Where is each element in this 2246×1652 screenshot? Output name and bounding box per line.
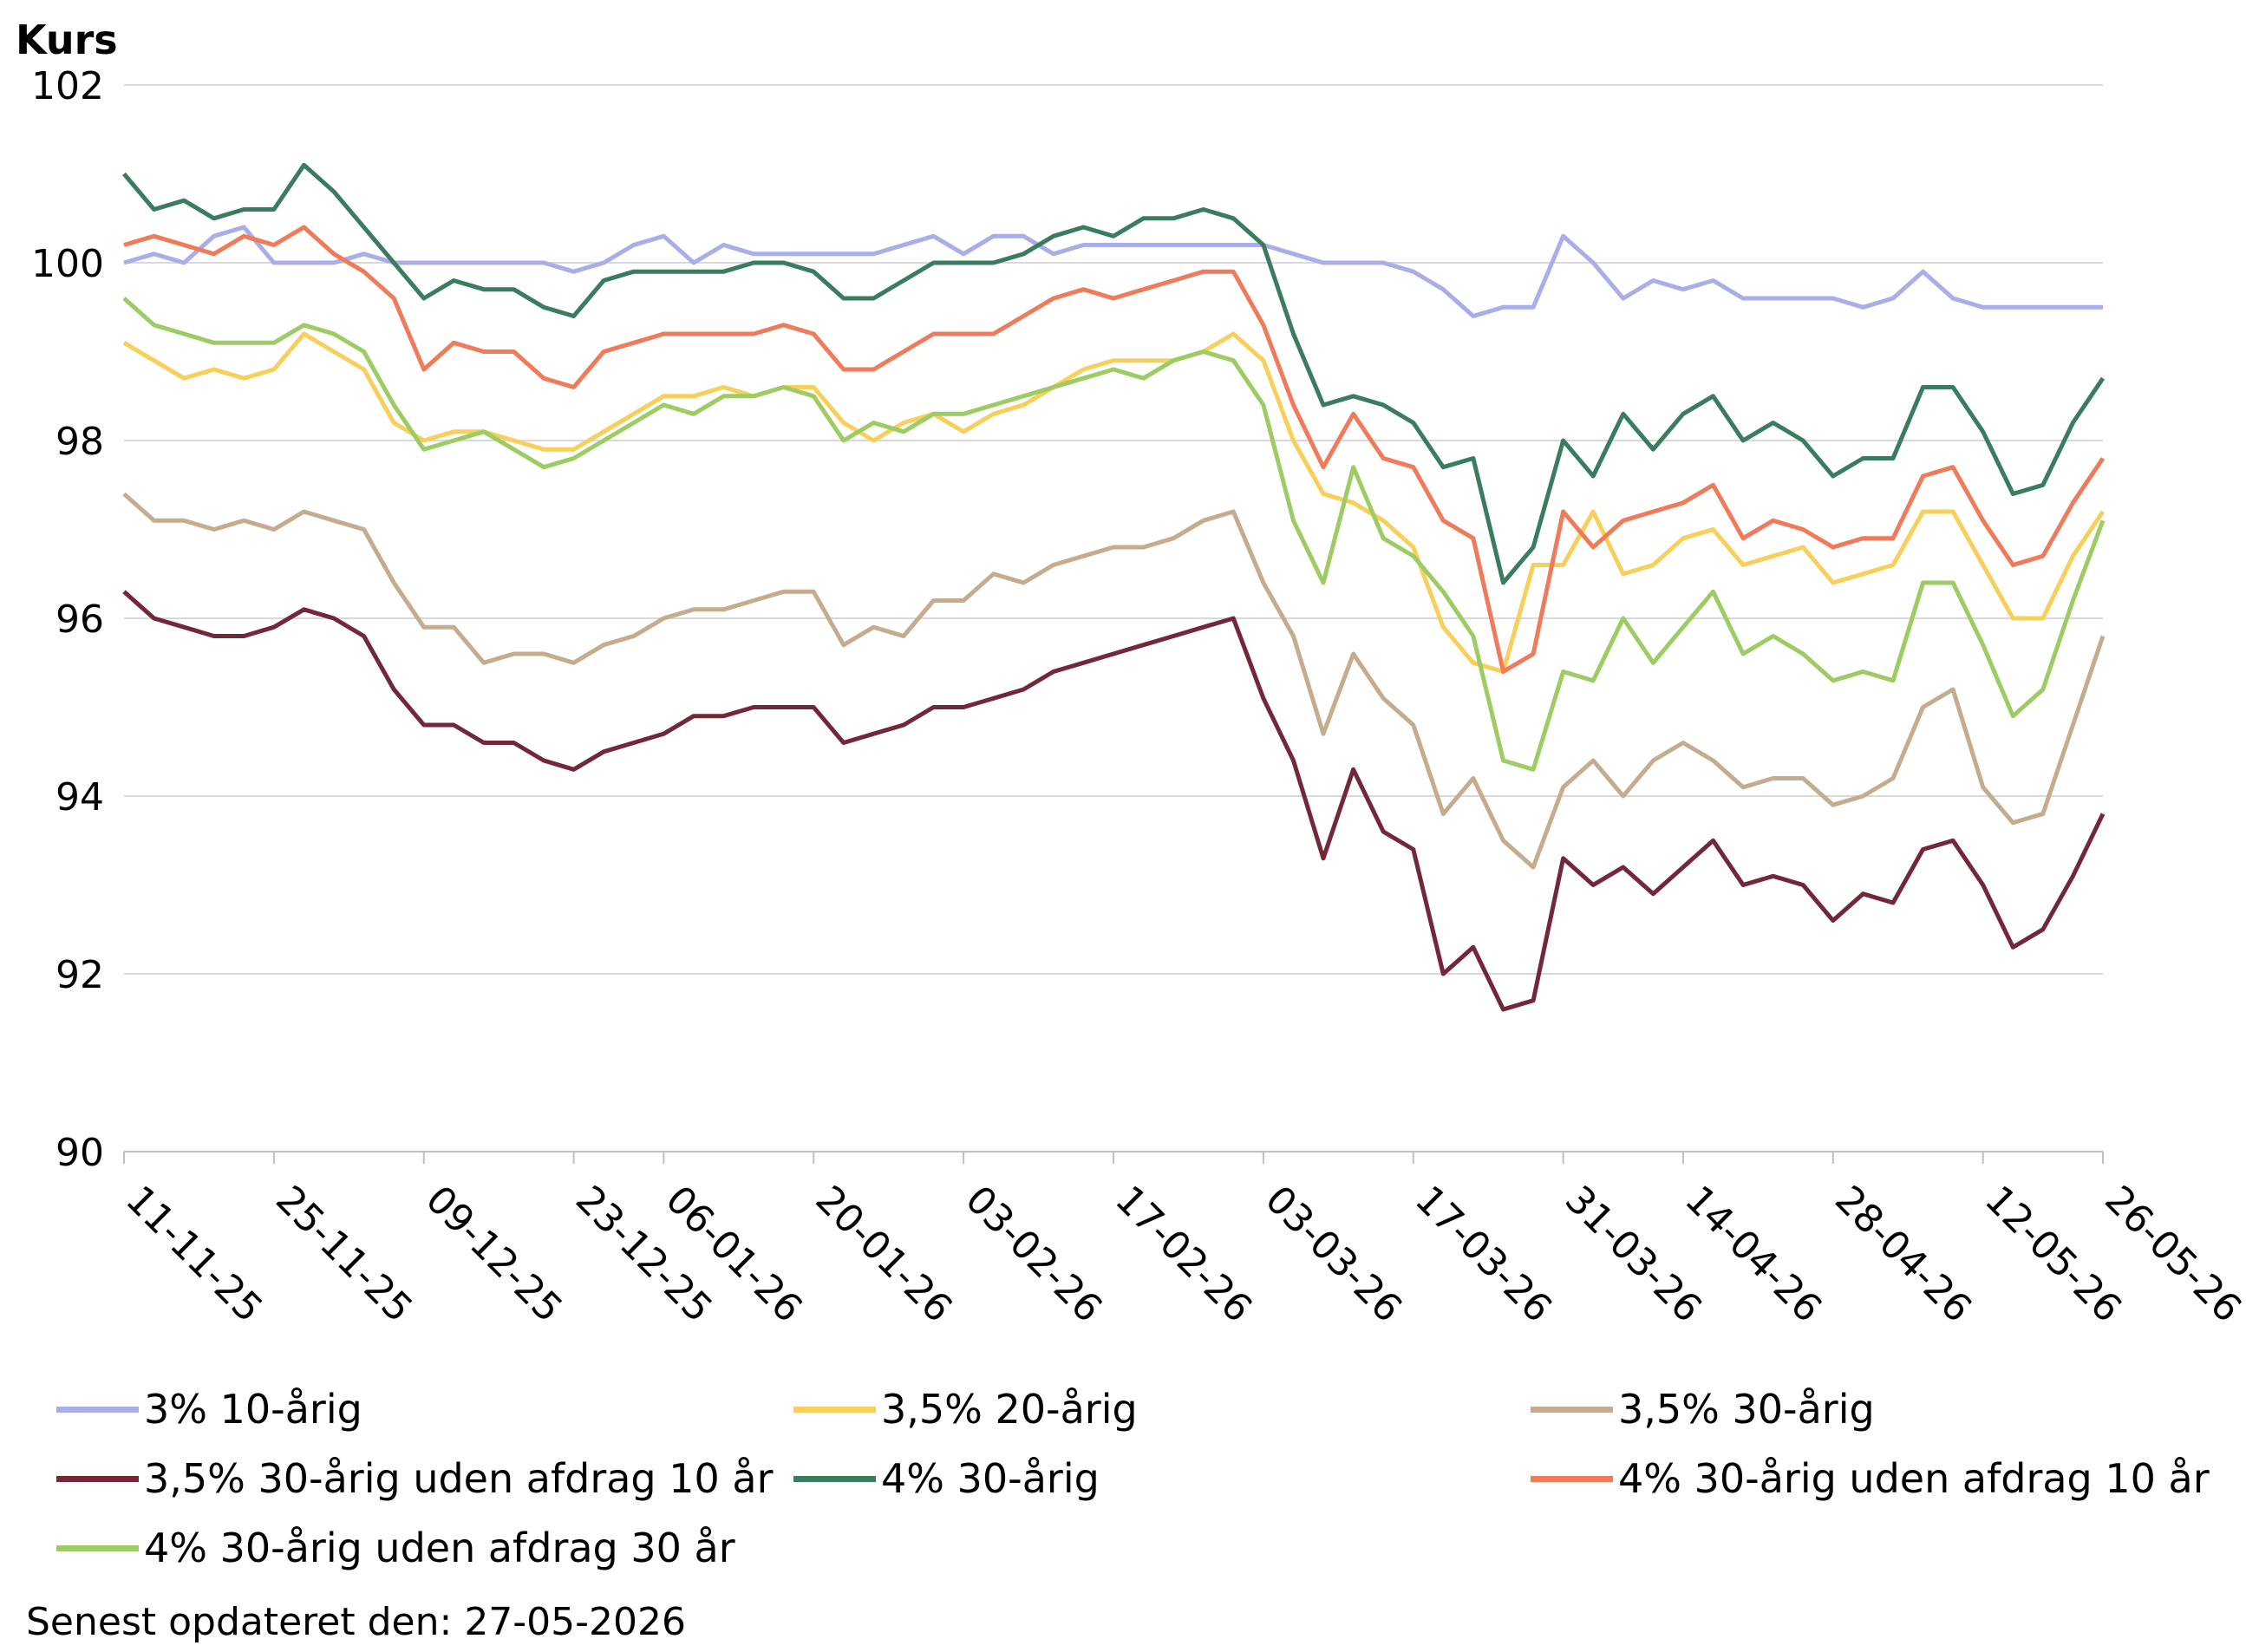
series-line-5 bbox=[122, 162, 2106, 585]
series-lines bbox=[122, 162, 2106, 1012]
x-tick-label: 25-11-25 bbox=[267, 1178, 421, 1331]
legend-swatch bbox=[793, 1406, 876, 1413]
legend-item: 3,5% 30-årig bbox=[1531, 1386, 1875, 1433]
legend-label: 4% 30-årig uden afdrag 30 år bbox=[144, 1525, 735, 1571]
legend-label: 3% 10-årig bbox=[144, 1386, 362, 1433]
legend-label: 4% 30-årig bbox=[881, 1455, 1100, 1502]
series-line-6 bbox=[123, 225, 2106, 674]
legend-item: 4% 30-årig bbox=[793, 1455, 1100, 1502]
line-chart: 90 92 94 96 98 100 102 11-11-2525-11-2509-12-2… bbox=[16, 16, 2246, 1331]
legend-swatch bbox=[56, 1406, 139, 1413]
series-line-4 bbox=[122, 590, 2106, 1012]
legend-swatch bbox=[793, 1475, 876, 1482]
legend-item: 3% 10-årig bbox=[56, 1386, 362, 1433]
legend-item: 4% 30-årig uden afdrag 30 år bbox=[56, 1525, 735, 1571]
y-axis-label: Kurs bbox=[16, 16, 118, 63]
x-tick-label: 28-04-26 bbox=[1826, 1178, 1980, 1331]
x-tick-label: 11-11-25 bbox=[117, 1178, 271, 1331]
y-tick-label: 98 bbox=[55, 420, 104, 464]
x-tick-labels: 11-11-2525-11-2509-12-2523-12-2506-01-26… bbox=[117, 1178, 2246, 1331]
legend-label: 3,5% 30-årig uden afdrag 10 år bbox=[144, 1455, 774, 1502]
x-tick-label: 20-01-26 bbox=[806, 1178, 960, 1331]
legend-label: 3,5% 30-årig bbox=[1618, 1386, 1875, 1433]
legend-item: 4% 30-årig uden afdrag 10 år bbox=[1531, 1455, 2210, 1502]
series-line-7 bbox=[122, 297, 2106, 772]
footer-updated: Senest opdateret den: 27-05-2026 bbox=[26, 1600, 687, 1644]
y-tick-label: 94 bbox=[55, 775, 104, 819]
legend-item: 3,5% 20-årig bbox=[793, 1386, 1138, 1433]
legend-item: 3,5% 30-årig uden afdrag 10 år bbox=[56, 1455, 774, 1502]
legend-label: 4% 30-årig uden afdrag 10 år bbox=[1618, 1455, 2210, 1502]
x-axis bbox=[123, 1151, 2104, 1164]
x-tick-label: 03-03-26 bbox=[1257, 1178, 1410, 1331]
legend-label: 3,5% 20-årig bbox=[881, 1386, 1138, 1433]
series-line-3 bbox=[122, 492, 2106, 870]
series-line-2 bbox=[122, 331, 2106, 674]
series-line-1 bbox=[123, 225, 2103, 318]
y-tick-label: 96 bbox=[55, 597, 104, 642]
x-tick-label: 03-02-26 bbox=[957, 1178, 1110, 1331]
y-tick-label: 92 bbox=[55, 953, 104, 997]
legend-swatch bbox=[1531, 1406, 1613, 1413]
y-tick-label: 102 bbox=[31, 64, 104, 108]
y-tick-labels: 90 92 94 96 98 100 102 bbox=[31, 64, 104, 1175]
y-tick-label: 90 bbox=[55, 1131, 104, 1175]
legend-swatch bbox=[56, 1475, 139, 1482]
legend-swatch bbox=[56, 1544, 139, 1551]
x-tick-label: 09-12-25 bbox=[417, 1178, 571, 1331]
legend-swatch bbox=[1531, 1475, 1613, 1482]
x-tick-label: 17-02-26 bbox=[1107, 1178, 1260, 1331]
x-tick-label: 17-03-26 bbox=[1407, 1178, 1560, 1331]
y-tick-label: 100 bbox=[31, 242, 104, 286]
